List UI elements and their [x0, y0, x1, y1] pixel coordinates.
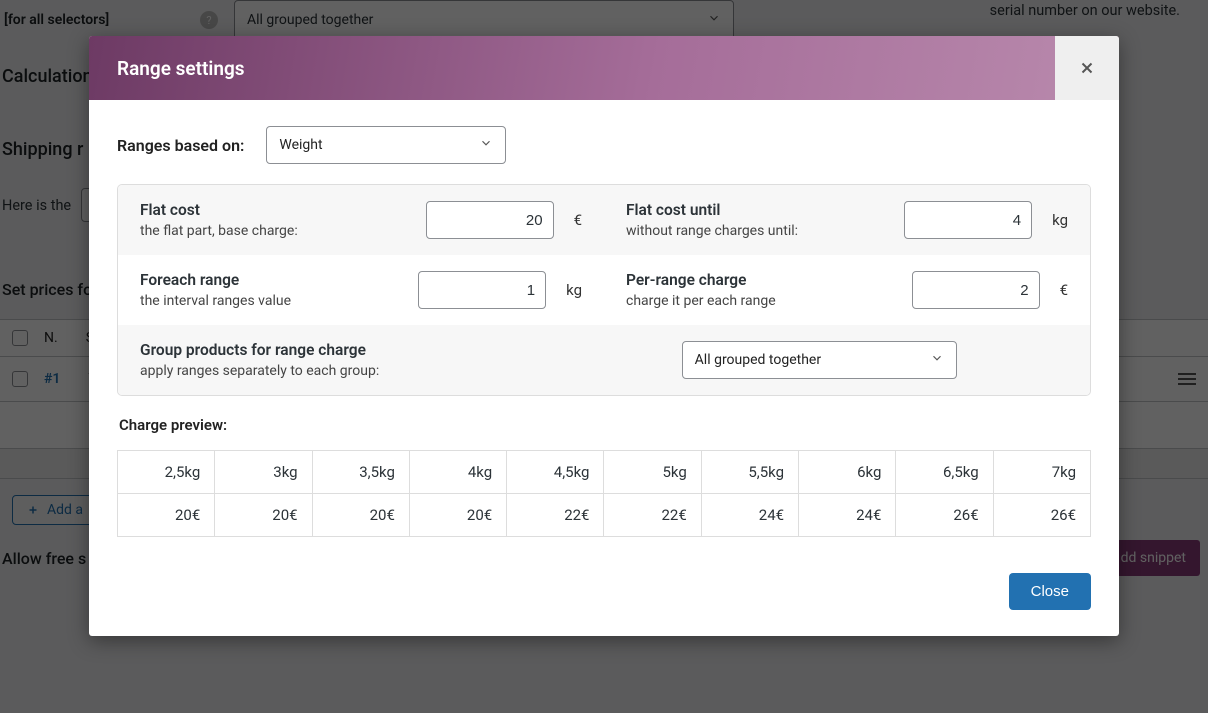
- foreach-title: Foreach range: [140, 271, 404, 289]
- flat-cost-unit: €: [574, 211, 582, 229]
- preview-header-cell: 3kg: [215, 451, 312, 494]
- ranges-based-on-value: Weight: [279, 137, 322, 153]
- preview-header-cell: 5kg: [604, 451, 701, 494]
- group-select[interactable]: All grouped together: [682, 341, 957, 379]
- foreach-input[interactable]: [418, 271, 546, 309]
- close-icon: [1078, 59, 1096, 77]
- flat-cost-title: Flat cost: [140, 201, 412, 219]
- flat-until-title: Flat cost until: [626, 201, 890, 219]
- range-settings-modal: Range settings Ranges based on: Weight F…: [89, 36, 1119, 636]
- preview-header-cell: 7kg: [993, 451, 1090, 494]
- preview-header-cell: 4kg: [409, 451, 506, 494]
- modal-body: Ranges based on: Weight Flat cost the fl…: [89, 100, 1119, 559]
- flat-until-input[interactable]: [904, 201, 1032, 239]
- preview-header-cell: 5,5kg: [701, 451, 798, 494]
- flat-cost-input[interactable]: [426, 201, 554, 239]
- preview-title: Charge preview:: [119, 416, 1091, 434]
- preview-value-cell: 20€: [409, 494, 506, 537]
- close-modal-button[interactable]: Close: [1009, 573, 1091, 610]
- preview-value-cell: 20€: [312, 494, 409, 537]
- flat-until-sub: without range charges until:: [626, 223, 890, 239]
- preview-value-cell: 20€: [118, 494, 215, 537]
- preview-header-cell: 3,5kg: [312, 451, 409, 494]
- preview-header-cell: 6,5kg: [896, 451, 993, 494]
- preview-value-cell: 24€: [701, 494, 798, 537]
- ranges-based-on-select[interactable]: Weight: [266, 126, 506, 164]
- modal-title: Range settings: [89, 57, 245, 80]
- flat-cost-sub: the flat part, base charge:: [140, 223, 412, 239]
- group-title: Group products for range charge: [140, 341, 660, 359]
- modal-footer: Close: [89, 559, 1119, 636]
- preview-value-cell: 22€: [507, 494, 604, 537]
- preview-header-cell: 4,5kg: [507, 451, 604, 494]
- preview-header-cell: 6kg: [799, 451, 896, 494]
- chevron-down-icon: [930, 351, 944, 369]
- foreach-unit: kg: [566, 281, 582, 299]
- settings-box: Flat cost the flat part, base charge: € …: [117, 184, 1091, 396]
- charge-preview-table: 2,5kg3kg3,5kg4kg4,5kg5kg5,5kg6kg6,5kg7kg…: [117, 450, 1091, 537]
- close-modal-label: Close: [1031, 583, 1069, 600]
- preview-value-cell: 24€: [799, 494, 896, 537]
- chevron-down-icon: [479, 136, 493, 154]
- foreach-sub: the interval ranges value: [140, 293, 404, 309]
- group-select-value: All grouped together: [695, 352, 821, 368]
- ranges-based-on-label: Ranges based on:: [117, 136, 244, 155]
- preview-value-cell: 20€: [215, 494, 312, 537]
- close-button[interactable]: [1055, 36, 1119, 100]
- preview-value-cell: 26€: [993, 494, 1090, 537]
- preview-value-cell: 22€: [604, 494, 701, 537]
- preview-value-cell: 26€: [896, 494, 993, 537]
- per-range-unit: €: [1060, 281, 1068, 299]
- flat-until-unit: kg: [1052, 211, 1068, 229]
- per-range-input[interactable]: [912, 271, 1040, 309]
- group-sub: apply ranges separately to each group:: [140, 363, 660, 379]
- modal-header: Range settings: [89, 36, 1119, 100]
- per-range-title: Per-range charge: [626, 271, 898, 289]
- per-range-sub: charge it per each range: [626, 293, 898, 309]
- preview-header-cell: 2,5kg: [118, 451, 215, 494]
